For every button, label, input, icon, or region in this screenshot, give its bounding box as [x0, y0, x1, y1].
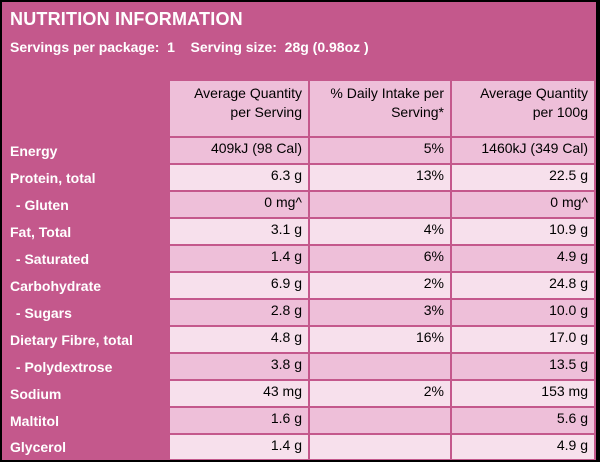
row-label: - Polydextrose [4, 354, 168, 379]
column-header-line1: Average Quantity [194, 85, 302, 101]
row-label: - Sugars [4, 300, 168, 325]
row-per-serving-value: 1.4 g [170, 435, 308, 459]
row-label: Fat, Total [4, 219, 168, 244]
row-per-serving-value: 1.4 g [170, 246, 308, 271]
row-per-serving-value: 4.8 g [170, 327, 308, 352]
row-per-100g-value: 4.9 g [452, 435, 594, 459]
row-per-100g-value: 1460kJ (349 Cal) [452, 138, 594, 163]
row-per-serving-value: 2.8 g [170, 300, 308, 325]
row-label: Energy [4, 138, 168, 163]
column-header-line2: per 100g [532, 104, 588, 120]
row-per-100g-value: 13.5 g [452, 354, 594, 379]
row-label: Sodium [4, 381, 168, 406]
row-daily-intake-value [310, 192, 450, 217]
row-daily-intake-value [310, 354, 450, 379]
row-per-serving-value: 3.8 g [170, 354, 308, 379]
row-per-100g-value: 24.8 g [452, 273, 594, 298]
column-header-line1: Average Quantity [480, 85, 588, 101]
header-corner-cell [4, 81, 168, 136]
row-daily-intake-value: 5% [310, 138, 450, 163]
row-daily-intake-value: 16% [310, 327, 450, 352]
row-per-100g-value: 4.9 g [452, 246, 594, 271]
row-label: Dietary Fibre, total [4, 327, 168, 352]
row-per-serving-value: 43 mg [170, 381, 308, 406]
row-daily-intake-value: 2% [310, 381, 450, 406]
column-per-serving-header: Average Quantity per Serving [170, 81, 308, 136]
panel-header: NUTRITION INFORMATION Servings per packa… [2, 2, 596, 78]
row-per-100g-value: 10.0 g [452, 300, 594, 325]
row-per-100g-value: 0 mg^ [452, 192, 594, 217]
row-per-serving-value: 6.3 g [170, 165, 308, 190]
row-label: Glycerol [4, 435, 168, 459]
row-per-100g-value: 153 mg [452, 381, 594, 406]
row-per-serving-value: 6.9 g [170, 273, 308, 298]
panel-title: NUTRITION INFORMATION [10, 9, 243, 29]
servings-info: Servings per package: 1 Serving size: 28… [10, 39, 369, 55]
row-per-serving-value: 3.1 g [170, 219, 308, 244]
column-header-line1: % Daily Intake per [330, 85, 444, 101]
row-label: Protein, total [4, 165, 168, 190]
row-daily-intake-value [310, 408, 450, 433]
row-per-serving-value: 1.6 g [170, 408, 308, 433]
row-label: Carbohydrate [4, 273, 168, 298]
column-header-line2: Serving* [391, 104, 444, 120]
row-label: - Gluten [4, 192, 168, 217]
row-daily-intake-value [310, 435, 450, 459]
row-daily-intake-value: 6% [310, 246, 450, 271]
row-per-serving-value: 409kJ (98 Cal) [170, 138, 308, 163]
row-per-100g-value: 17.0 g [452, 327, 594, 352]
row-daily-intake-value: 13% [310, 165, 450, 190]
row-daily-intake-value: 2% [310, 273, 450, 298]
row-per-100g-value: 10.9 g [452, 219, 594, 244]
row-label: - Saturated [4, 246, 168, 271]
column-daily-intake-header: % Daily Intake per Serving* [310, 81, 450, 136]
row-per-serving-value: 0 mg^ [170, 192, 308, 217]
nutrition-table: Average Quantity per Serving % Daily Intak… [4, 81, 594, 459]
row-label: Maltitol [4, 408, 168, 433]
row-per-100g-value: 5.6 g [452, 408, 594, 433]
row-per-100g-value: 22.5 g [452, 165, 594, 190]
column-per-100g-header: Average Quantity per 100g [452, 81, 594, 136]
row-daily-intake-value: 3% [310, 300, 450, 325]
row-daily-intake-value: 4% [310, 219, 450, 244]
column-header-line2: per Serving [230, 104, 302, 120]
